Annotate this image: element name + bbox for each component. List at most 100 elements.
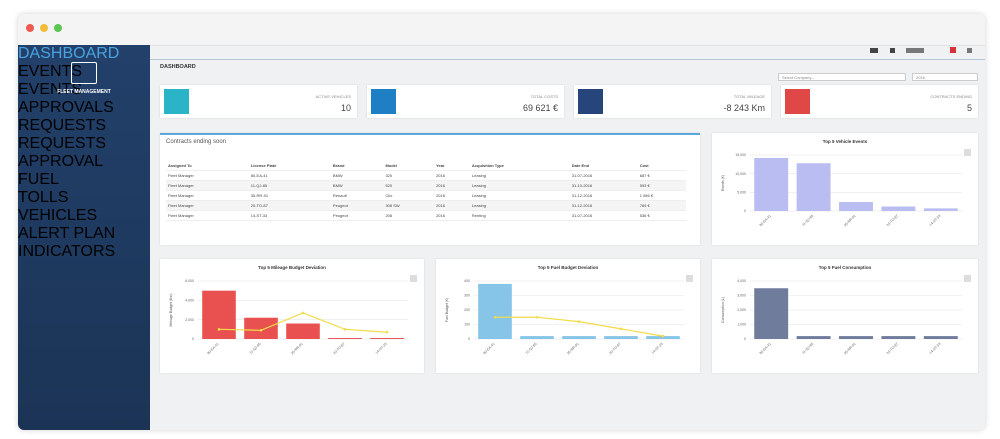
bar — [839, 202, 873, 211]
table-cell: Fleet Manager — [166, 180, 249, 191]
menu-label: VEHICLES — [18, 207, 98, 224]
x-tick-label: 80-EA-41 — [482, 342, 495, 355]
chart: Top 5 Mileage Budget Deviation Mileage Bu… — [169, 265, 417, 355]
table-cell: BMW — [330, 180, 384, 191]
menu-item[interactable]: EVENTS — [18, 63, 150, 81]
bar — [370, 338, 404, 339]
x-tick-label: 35-RR-91 — [843, 214, 857, 228]
line-point — [385, 330, 389, 334]
line-point — [577, 320, 581, 323]
line-point — [493, 315, 497, 319]
icon[interactable] — [890, 48, 895, 53]
chart-panel: Top 5 Mileage Budget Deviation Mileage Bu… — [160, 259, 424, 373]
table-cell: 2016 — [434, 170, 470, 181]
menu-item[interactable]: DASHBOARD — [18, 45, 150, 63]
table-cell: 31-12-2016 — [569, 200, 638, 211]
notifications[interactable] — [950, 47, 956, 53]
y-tick-label: 6,000 — [185, 279, 194, 283]
panel-title: Contracts ending soon — [166, 139, 227, 145]
bar — [923, 208, 958, 211]
logout[interactable] — [967, 48, 972, 53]
table-cell: 2016 — [434, 180, 470, 191]
menu-label: REQUESTS — [18, 117, 107, 134]
user-menu[interactable] — [906, 48, 924, 53]
menu-item[interactable]: VEHICLES — [18, 207, 150, 225]
table-cell: 31-07-2016 — [569, 170, 638, 181]
menu-item[interactable]: INDICATORS — [18, 243, 150, 261]
bar — [562, 336, 596, 339]
menu-label: TOLLS — [18, 189, 69, 206]
line-point — [343, 328, 347, 331]
chart: Top 5 Fuel Budget Deviation Fuel Budget (… — [445, 265, 693, 356]
menu-item[interactable]: TOLLS — [18, 189, 150, 207]
menu-label: EVENTS APPROVALS — [18, 81, 114, 116]
kpi-value: -8 243 Km — [723, 103, 765, 113]
menu-item[interactable]: ALERT PLAN — [18, 225, 150, 243]
table-row: Fleet Manager 11-QJ-85 BMW 520 2016 Leasing 31… — [166, 180, 686, 191]
kpi-icon — [371, 89, 396, 114]
x-tick-label: 14-ST-33 — [651, 342, 664, 355]
table-cell: Renting — [469, 210, 570, 221]
table-cell: 11-QJ-85 — [248, 180, 331, 191]
y-axis-label: Mileage Budget (Km) — [169, 294, 173, 327]
table-cell: Renault — [330, 190, 384, 201]
y-tick-label: 0 — [192, 337, 194, 341]
bar — [881, 336, 916, 339]
chart-menu[interactable] — [964, 275, 971, 282]
table-cell: 593 € — [637, 180, 686, 191]
bar — [604, 336, 638, 339]
menu-item[interactable]: REQUESTS — [18, 117, 150, 135]
icon[interactable] — [870, 48, 878, 53]
kpi-label: CONTRACTS ENDING — [930, 94, 972, 99]
y-tick-label: 5,000 — [737, 191, 746, 195]
line-point — [661, 334, 665, 338]
x-tick-label: 11-QJ-85 — [249, 342, 262, 355]
company-select[interactable]: Select Company... — [778, 73, 906, 81]
chart-menu[interactable] — [686, 275, 693, 282]
bar — [328, 338, 362, 339]
x-tick-label: 80-EA-41 — [759, 214, 772, 227]
chart-menu[interactable] — [964, 149, 971, 156]
y-axis-label: Events (€) — [721, 175, 725, 191]
kpi-value: 10 — [340, 103, 351, 113]
table-row: Fleet Manager 80-EA-41 BMW 320 2016 Leasing 31… — [166, 170, 686, 181]
table-cell: Leasing — [469, 200, 570, 211]
minimize-button[interactable] — [40, 24, 48, 32]
table-cell: BMW — [330, 170, 384, 181]
menu-item[interactable]: FUEL — [18, 171, 150, 189]
table-cell: 14-ST-33 — [248, 210, 331, 221]
y-tick-label: 2,000 — [737, 308, 746, 312]
close-button[interactable] — [26, 24, 34, 32]
x-tick-label: 11-QJ-85 — [801, 214, 814, 227]
chart-title: Top 5 Fuel Budget Deviation — [538, 265, 599, 270]
x-tick-label: 14-ST-33 — [928, 214, 941, 227]
table-cell: 769 € — [637, 200, 686, 211]
brand-name: FLEET MANAGEMENT — [57, 89, 111, 95]
year-select[interactable]: 2016 — [912, 73, 978, 81]
y-tick-label: 2,000 — [185, 318, 194, 322]
table-cell: 536 € — [637, 210, 686, 221]
header-rule — [150, 59, 985, 60]
x-tick-label: 35-RR-91 — [843, 342, 857, 356]
chart-menu[interactable] — [410, 275, 417, 282]
x-tick-label: 11-QJ-85 — [801, 342, 814, 355]
menu-item[interactable]: EVENTS APPROVALS — [18, 81, 150, 117]
column-header: Year — [434, 161, 470, 171]
menu-label: DASHBOARD — [18, 45, 120, 62]
y-tick-label: 0 — [744, 209, 746, 213]
line-point — [301, 311, 305, 315]
kpi-label: TOTAL COSTS — [530, 94, 558, 99]
kpi-card: CONTRACTS ENDING 5 — [781, 85, 978, 118]
column-header: License Plate — [248, 161, 331, 171]
y-tick-label: 100 — [464, 323, 470, 327]
table-cell: Fleet Manager — [166, 200, 249, 211]
bar — [646, 336, 680, 339]
table-cell: 308 SW — [383, 200, 435, 211]
y-tick-label: 0 — [468, 337, 470, 341]
chart-panel: Top 5 Vehicle Events Events (€) 0 5,000 10,0… — [712, 133, 978, 245]
bar — [244, 317, 278, 339]
maximize-button[interactable] — [54, 24, 62, 32]
bar — [754, 157, 789, 211]
x-tick-label: 35-RR-91 — [566, 342, 580, 356]
menu-item[interactable]: REQUESTS APPROVAL — [18, 135, 150, 171]
